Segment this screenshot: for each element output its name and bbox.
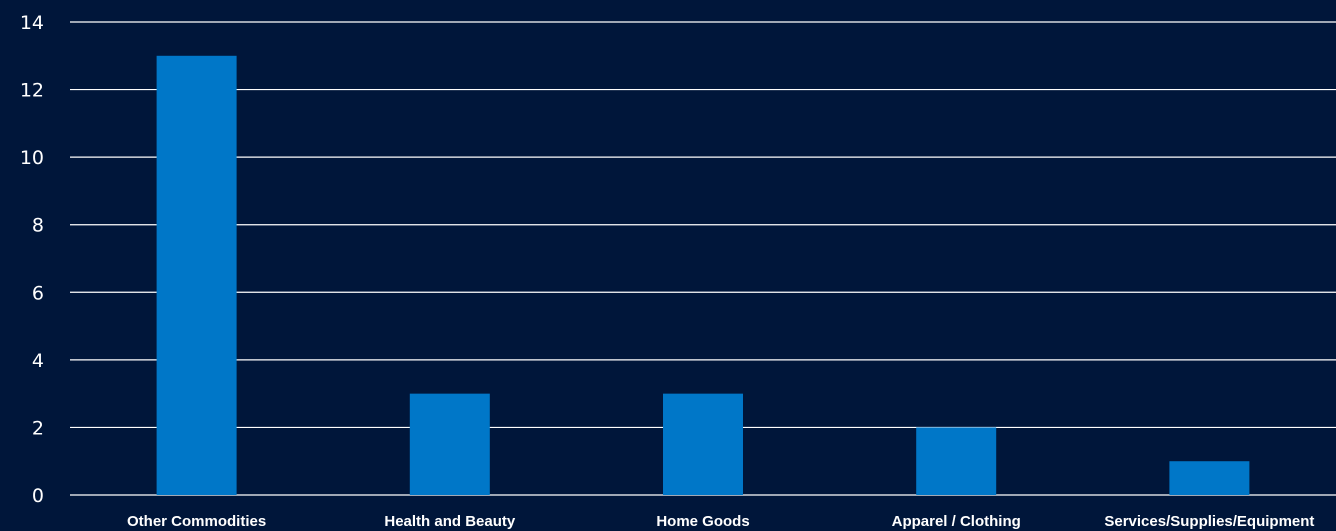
x-category-label: Apparel / Clothing: [892, 513, 1021, 530]
bars: [156, 55, 1250, 496]
bar-services-supplies-equipment: [1169, 461, 1250, 495]
bar-other-commodities: [156, 55, 237, 496]
x-category-label: Services/Supplies/Equipment: [1104, 513, 1314, 530]
bar-apparel-clothing: [916, 427, 997, 495]
gridlines: [70, 21, 1336, 496]
y-axis-ticks: 0 2 4 6 8 10 12 14: [20, 12, 44, 507]
y-tick-label: 2: [32, 417, 44, 439]
x-category-label: Home Goods: [656, 513, 749, 530]
y-tick-label: 6: [32, 282, 44, 304]
x-category-label: Other Commodities: [127, 513, 266, 530]
y-tick-label: 4: [32, 350, 44, 372]
y-tick-label: 8: [32, 215, 44, 237]
y-tick-label: 12: [20, 80, 44, 102]
bar-health-and-beauty: [409, 393, 490, 495]
y-tick-label: 10: [20, 147, 44, 169]
y-tick-label: 14: [20, 12, 44, 34]
x-axis-labels: Other Commodities Health and Beauty Home G…: [127, 513, 1314, 530]
y-tick-label: 0: [32, 485, 44, 507]
x-category-label: Health and Beauty: [384, 513, 516, 530]
bar-home-goods: [663, 393, 743, 495]
